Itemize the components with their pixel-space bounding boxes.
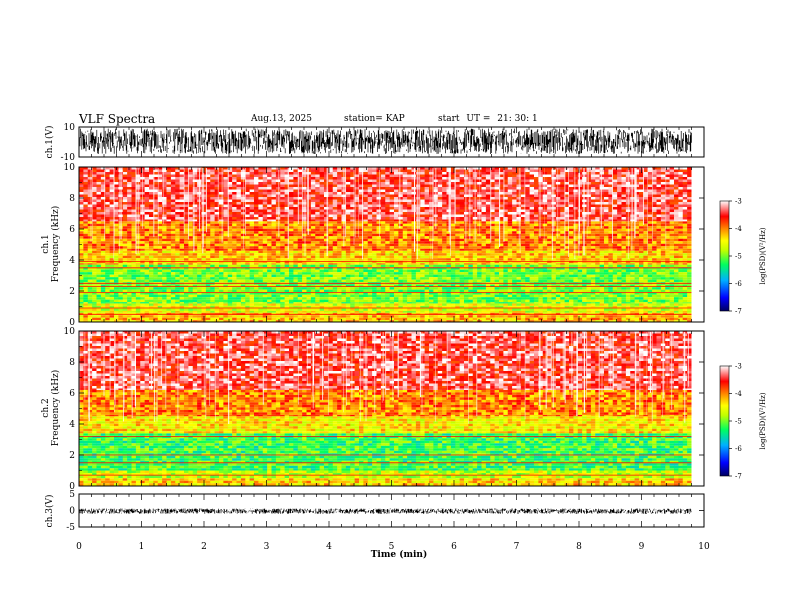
ch2-spectrogram-image xyxy=(79,331,704,486)
ch1-colorbar-gradient xyxy=(719,200,730,312)
ch2-colorbar-tick-label: -7 xyxy=(735,473,742,481)
ch1-spectrogram-image xyxy=(78,167,704,322)
ch2-spectrogram-band-2 xyxy=(79,433,692,471)
ch3-waveform-panel: 5 0 -5 ch.3(V) xyxy=(44,490,705,533)
station-label: station= KAP xyxy=(344,114,405,124)
time-tick-labels: 0 1 2 3 4 5 6 7 8 9 10 xyxy=(76,542,710,552)
time-tick-label: 10 xyxy=(698,542,710,552)
time-tick-label: 2 xyxy=(201,542,207,552)
ch2-spectrogram-band-5 xyxy=(79,331,692,390)
ch1-spectrogram-ylabel-channel: ch.1 xyxy=(41,234,51,253)
ch3-waveform-trace xyxy=(79,508,692,514)
time-tick-label: 1 xyxy=(139,542,145,552)
ch2-spectrogram-band-3 xyxy=(79,416,692,434)
ch1-colorbar: -3 -4 -5 -6 -7 log(PSD)(V²/Hz) xyxy=(719,198,767,316)
ch2-spectrogram-ytick-label: 8 xyxy=(69,358,75,368)
ch1-colorbar-tick-label: -7 xyxy=(735,308,742,316)
ch1-spectrogram-band-3 xyxy=(79,250,692,265)
ch1-waveform-trace xyxy=(79,128,692,154)
figure-title: VLF Spectra xyxy=(79,112,156,126)
ch2-colorbar-tick-label: -4 xyxy=(735,390,742,398)
ch1-spectrogram-ytick-label: 2 xyxy=(69,287,75,297)
ch1-ytick-label: -10 xyxy=(61,153,76,163)
start-time-value: 21: 30: 1 xyxy=(497,114,538,124)
time-tick-label: 5 xyxy=(389,542,395,552)
ch1-spectrogram-ytick-label: 10 xyxy=(64,163,76,173)
date-label: Aug.13, 2025 xyxy=(251,114,312,124)
ch2-spectrogram-tonal-lines xyxy=(79,435,692,476)
time-tick-label: 4 xyxy=(326,542,332,552)
start-time-label: start UT = 21: 30: 1 xyxy=(438,114,542,124)
ch2-spectrogram-band-0 xyxy=(79,478,692,486)
ch2-colorbar-tick-label: -5 xyxy=(735,418,742,426)
ch1-spectrogram-ytick-label: 8 xyxy=(69,194,75,204)
ch3-y-axis-label: ch.3(V) xyxy=(44,495,55,528)
ch2-spectrogram-ytick-label: 2 xyxy=(69,451,75,461)
ch2-spectrogram-streaks xyxy=(79,332,689,424)
ch3-waveform-line xyxy=(79,508,692,514)
ch3-ytick-label: 0 xyxy=(69,507,75,517)
time-ticks xyxy=(78,127,705,527)
ch3-ytick-label: -5 xyxy=(66,523,75,533)
ch2-colorbar: -3 -4 -5 -6 -7 log(PSD)(V²/Hz) xyxy=(719,363,767,481)
ch2-spectrogram-ytick-label: 6 xyxy=(69,389,75,399)
ch3-ytick-label: 5 xyxy=(69,490,75,500)
ch1-waveform-line xyxy=(79,128,692,154)
ch1-y-axis-label: ch.1(V) xyxy=(44,126,55,159)
time-tick-label: 6 xyxy=(451,542,457,552)
time-tick-label: 3 xyxy=(264,542,270,552)
time-tick-label: 7 xyxy=(514,542,520,552)
ch1-spectrogram-band-1 xyxy=(79,303,692,313)
ch1-waveform-panel: 10 -10 ch.1(V) xyxy=(44,123,705,163)
time-tick-label: 8 xyxy=(576,542,582,552)
ch1-spectrogram-band-4 xyxy=(79,221,692,251)
ut-word: UT = xyxy=(466,114,491,124)
ch1-spectrogram-ytick-label: 4 xyxy=(69,256,75,266)
ch2-spectrogram-ytick-label: 4 xyxy=(69,420,75,430)
ch1-colorbar-tick-label: -4 xyxy=(735,225,742,233)
ch2-spectrogram-band-4 xyxy=(79,389,692,417)
ch1-spectrogram-ytick-label: 0 xyxy=(69,318,75,328)
ch2-colorbar-label: log(PSD)(V²/Hz) xyxy=(759,392,767,449)
ch2-colorbar-tick-label: -6 xyxy=(735,445,742,453)
ch1-spectrogram-ytick-label: 6 xyxy=(69,225,75,235)
ch1-ytick-label: 10 xyxy=(64,123,76,133)
ch2-spectrogram-ytick-label: 0 xyxy=(69,482,75,492)
ch1-spectrogram-panel: 0 2 4 6 8 10 ch.1 Frequency (kHz) xyxy=(41,163,705,328)
ch1-spectrogram-tonal-lines xyxy=(79,261,692,315)
ch2-spectrogram-panel: 0 2 4 6 8 10 ch.2 Frequency (kHz) xyxy=(41,327,705,492)
time-tick-label: 0 xyxy=(76,542,82,552)
ch1-colorbar-tick-label: -6 xyxy=(735,280,742,288)
ch2-colorbar-tick-label: -3 xyxy=(735,363,742,371)
ch1-spectrogram-ylabel-frequency: Frequency (kHz) xyxy=(50,206,61,283)
time-tick-label: 9 xyxy=(639,542,645,552)
ch2-spectrogram-ytick-label: 10 xyxy=(64,327,76,337)
x-axis-label: Time (min) xyxy=(371,549,428,560)
ch1-spectrogram-band-2 xyxy=(79,264,692,304)
ch1-spectrogram-band-5 xyxy=(79,167,692,222)
ch2-spectrogram-band-1 xyxy=(79,470,692,479)
ch1-colorbar-tick-label: -5 xyxy=(735,253,742,261)
ch2-colorbar-gradient xyxy=(719,365,730,477)
ch1-colorbar-label: log(PSD)(V²/Hz) xyxy=(759,227,767,284)
ch2-spectrogram-ylabel-channel: ch.2 xyxy=(41,398,51,417)
ch1-spectrogram-streaks xyxy=(78,168,667,260)
ch1-colorbar-tick-label: -3 xyxy=(735,198,742,206)
start-word: start xyxy=(438,114,460,124)
ch2-spectrogram-ylabel-frequency: Frequency (kHz) xyxy=(50,370,61,447)
